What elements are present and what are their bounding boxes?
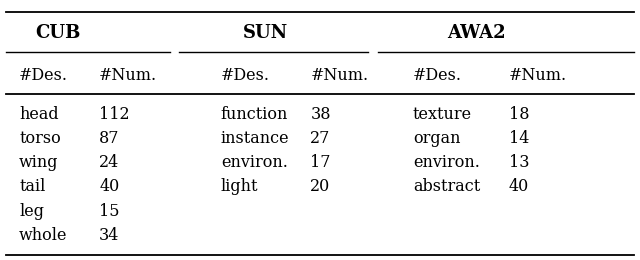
Text: 20: 20 <box>310 178 331 196</box>
Text: wing: wing <box>19 154 59 171</box>
Text: SUN: SUN <box>243 23 288 42</box>
Text: head: head <box>19 106 59 123</box>
Text: 17: 17 <box>310 154 331 171</box>
Text: instance: instance <box>221 130 289 147</box>
Text: #Num.: #Num. <box>99 67 157 84</box>
Text: torso: torso <box>19 130 61 147</box>
Text: environ.: environ. <box>221 154 287 171</box>
Text: leg: leg <box>19 203 44 220</box>
Text: 87: 87 <box>99 130 120 147</box>
Text: whole: whole <box>19 227 68 244</box>
Text: tail: tail <box>19 178 45 196</box>
Text: texture: texture <box>413 106 472 123</box>
Text: function: function <box>221 106 288 123</box>
Text: light: light <box>221 178 259 196</box>
Text: environ.: environ. <box>413 154 479 171</box>
Text: 34: 34 <box>99 227 120 244</box>
Text: AWA2: AWA2 <box>447 23 506 42</box>
Text: 112: 112 <box>99 106 130 123</box>
Text: organ: organ <box>413 130 460 147</box>
Text: CUB: CUB <box>35 23 80 42</box>
Text: 14: 14 <box>509 130 529 147</box>
Text: 38: 38 <box>310 106 331 123</box>
Text: #Num.: #Num. <box>509 67 567 84</box>
Text: #Num.: #Num. <box>310 67 369 84</box>
Text: 18: 18 <box>509 106 529 123</box>
Text: 15: 15 <box>99 203 120 220</box>
Text: #Des.: #Des. <box>221 67 270 84</box>
Text: 27: 27 <box>310 130 331 147</box>
Text: 13: 13 <box>509 154 529 171</box>
Text: #Des.: #Des. <box>19 67 68 84</box>
Text: 24: 24 <box>99 154 120 171</box>
Text: 40: 40 <box>99 178 120 196</box>
Text: abstract: abstract <box>413 178 480 196</box>
Text: 40: 40 <box>509 178 529 196</box>
Text: #Des.: #Des. <box>413 67 462 84</box>
